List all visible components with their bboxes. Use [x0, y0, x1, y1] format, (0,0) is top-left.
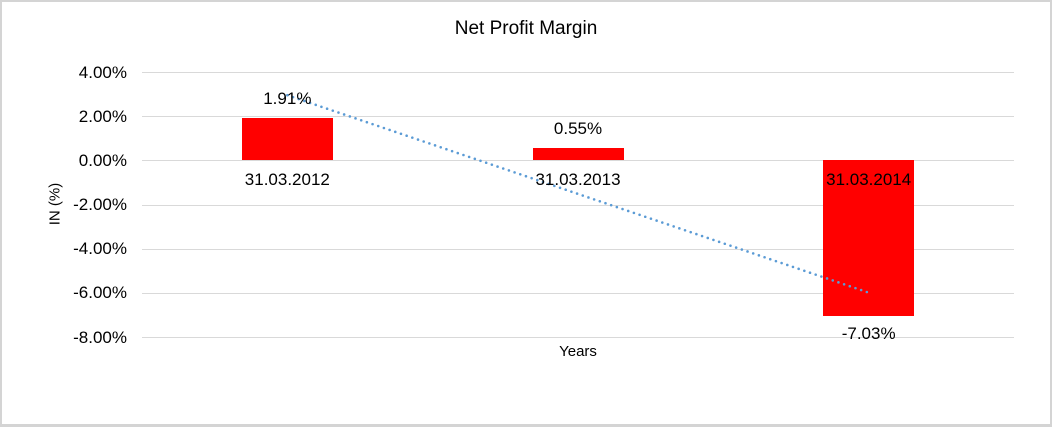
- gridline: [142, 72, 1014, 73]
- y-axis-tick-label: 2.00%: [78, 106, 127, 126]
- bar-31.03.2013: [532, 148, 624, 161]
- x-axis-title: Years: [559, 343, 597, 360]
- bar-value-label: 0.55%: [553, 119, 603, 139]
- y-axis-tick-label: -6.00%: [73, 283, 127, 303]
- y-axis-tick-label: -4.00%: [73, 239, 127, 259]
- bar-value-label: 1.91%: [263, 89, 312, 109]
- y-axis-tick-label: 4.00%: [78, 62, 127, 82]
- category-label: 31.03.2012: [244, 170, 330, 190]
- category-label: 31.03.2013: [535, 170, 621, 190]
- y-axis-tick-label: -2.00%: [73, 195, 127, 214]
- bar-value-label: -7.03%: [841, 323, 896, 343]
- bar-31.03.2012: [241, 118, 333, 161]
- chart-title: Net Profit Margin: [454, 18, 598, 39]
- category-label: 31.03.2014: [826, 170, 912, 190]
- y-axis-tick-label: -8.00%: [73, 327, 127, 347]
- gridline: [142, 337, 1014, 338]
- y-axis-tick-label: 0.00%: [78, 150, 127, 170]
- gridline: [142, 116, 1014, 118]
